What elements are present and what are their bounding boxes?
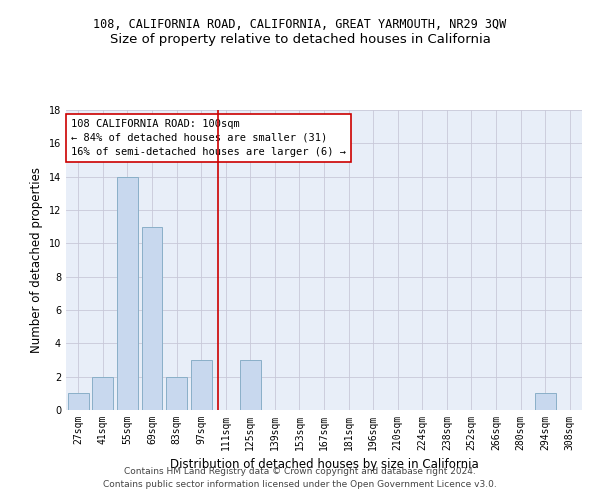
Text: 108, CALIFORNIA ROAD, CALIFORNIA, GREAT YARMOUTH, NR29 3QW: 108, CALIFORNIA ROAD, CALIFORNIA, GREAT … (94, 18, 506, 30)
Bar (92, 376, 113, 410)
Bar (68, 394, 89, 410)
Text: 108 CALIFORNIA ROAD: 100sqm
← 84% of detached houses are smaller (31)
16% of sem: 108 CALIFORNIA ROAD: 100sqm ← 84% of det… (71, 119, 346, 157)
Text: Size of property relative to detached houses in California: Size of property relative to detached ho… (110, 32, 490, 46)
Bar (142, 226, 163, 410)
Bar (191, 360, 212, 410)
Bar (240, 360, 261, 410)
Y-axis label: Number of detached properties: Number of detached properties (30, 167, 43, 353)
Bar (535, 394, 556, 410)
X-axis label: Distribution of detached houses by size in California: Distribution of detached houses by size … (170, 458, 478, 471)
Bar (117, 176, 138, 410)
Text: Contains HM Land Registry data © Crown copyright and database right 2024.
Contai: Contains HM Land Registry data © Crown c… (103, 468, 497, 489)
Bar (166, 376, 187, 410)
